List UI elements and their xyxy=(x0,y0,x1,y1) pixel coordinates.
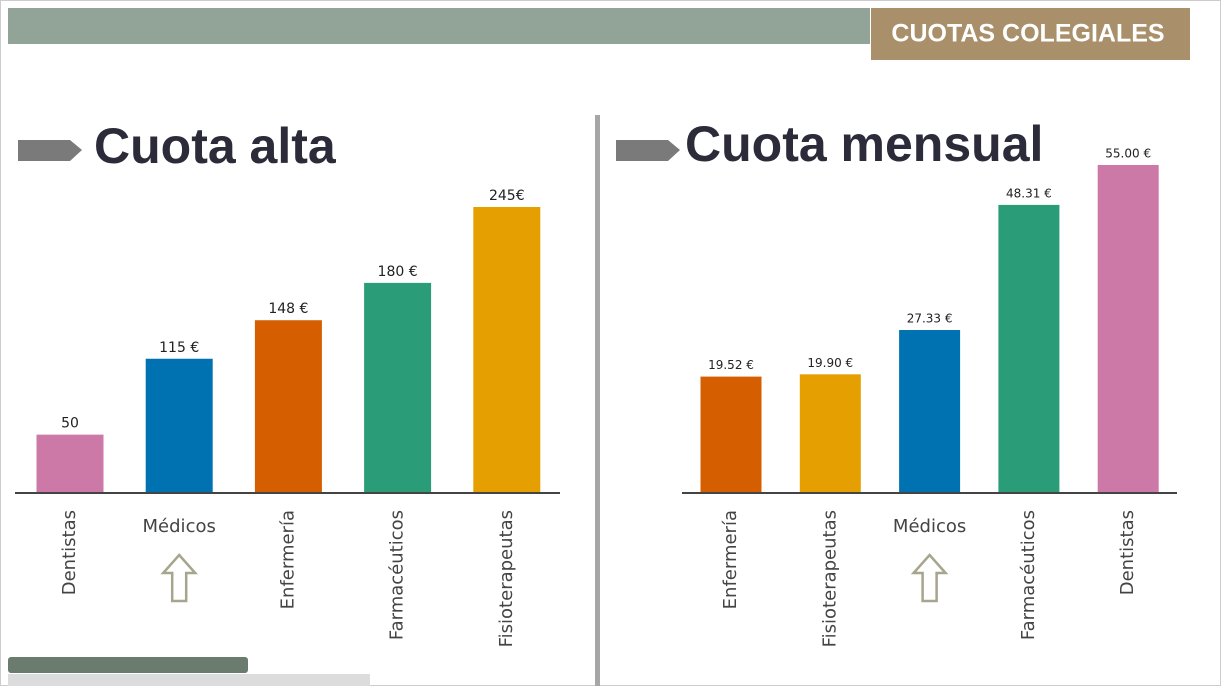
x-tick-label: Médicos xyxy=(143,516,216,537)
bar xyxy=(998,204,1060,493)
bar xyxy=(700,376,762,493)
bar xyxy=(364,282,432,493)
value-label: 19.90 € xyxy=(807,356,853,370)
value-label: 27.33 € xyxy=(907,312,953,326)
bar xyxy=(145,358,213,493)
value-label: 245€ xyxy=(489,188,525,204)
value-label: 180 € xyxy=(378,264,418,280)
x-tick-label: Dentistas xyxy=(1117,510,1138,595)
bar xyxy=(36,434,104,493)
x-tick-label: Enfermería xyxy=(277,510,298,609)
bar xyxy=(899,330,961,493)
bar xyxy=(799,374,861,493)
title-box xyxy=(871,8,1190,60)
heading-arrow xyxy=(616,140,680,161)
up-arrow-icon xyxy=(910,553,949,603)
x-tick-label: Farmacéuticos xyxy=(1018,510,1039,640)
bar xyxy=(1097,165,1159,493)
value-label: 115 € xyxy=(159,340,199,356)
bar xyxy=(254,320,322,493)
divider xyxy=(595,115,600,686)
x-tick-label: Farmacéuticos xyxy=(387,510,408,640)
x-tick-label: Fisioterapeutas xyxy=(496,510,517,647)
footer-bar-light xyxy=(8,674,370,686)
x-tick-label: Médicos xyxy=(893,516,966,537)
value-label: 19.52 € xyxy=(708,358,754,372)
value-label: 55.00 € xyxy=(1105,147,1151,161)
x-tick-label: Dentistas xyxy=(59,510,80,595)
value-label: 48.31 € xyxy=(1006,186,1052,200)
slide-title: CUOTAS COLEGIALES xyxy=(891,20,1164,48)
bar xyxy=(473,207,541,493)
heading-arrow xyxy=(18,140,82,161)
value-label: 50 xyxy=(61,416,79,432)
chart-title: Cuota alta xyxy=(94,118,337,174)
value-label: 148 € xyxy=(268,301,308,317)
up-arrow-icon xyxy=(160,553,198,603)
chart-title: Cuota mensual xyxy=(685,116,1043,172)
x-tick-label: Enfermería xyxy=(720,510,741,609)
top-bar xyxy=(8,8,870,44)
footer-bar xyxy=(8,657,248,673)
x-tick-label: Fisioterapeutas xyxy=(819,510,840,647)
